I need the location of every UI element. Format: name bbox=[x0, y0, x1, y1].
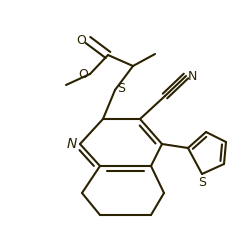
Text: N: N bbox=[188, 70, 197, 82]
Text: N: N bbox=[67, 137, 77, 151]
Text: O: O bbox=[76, 33, 86, 46]
Text: O: O bbox=[78, 67, 88, 80]
Text: S: S bbox=[117, 82, 125, 95]
Text: S: S bbox=[198, 176, 206, 189]
